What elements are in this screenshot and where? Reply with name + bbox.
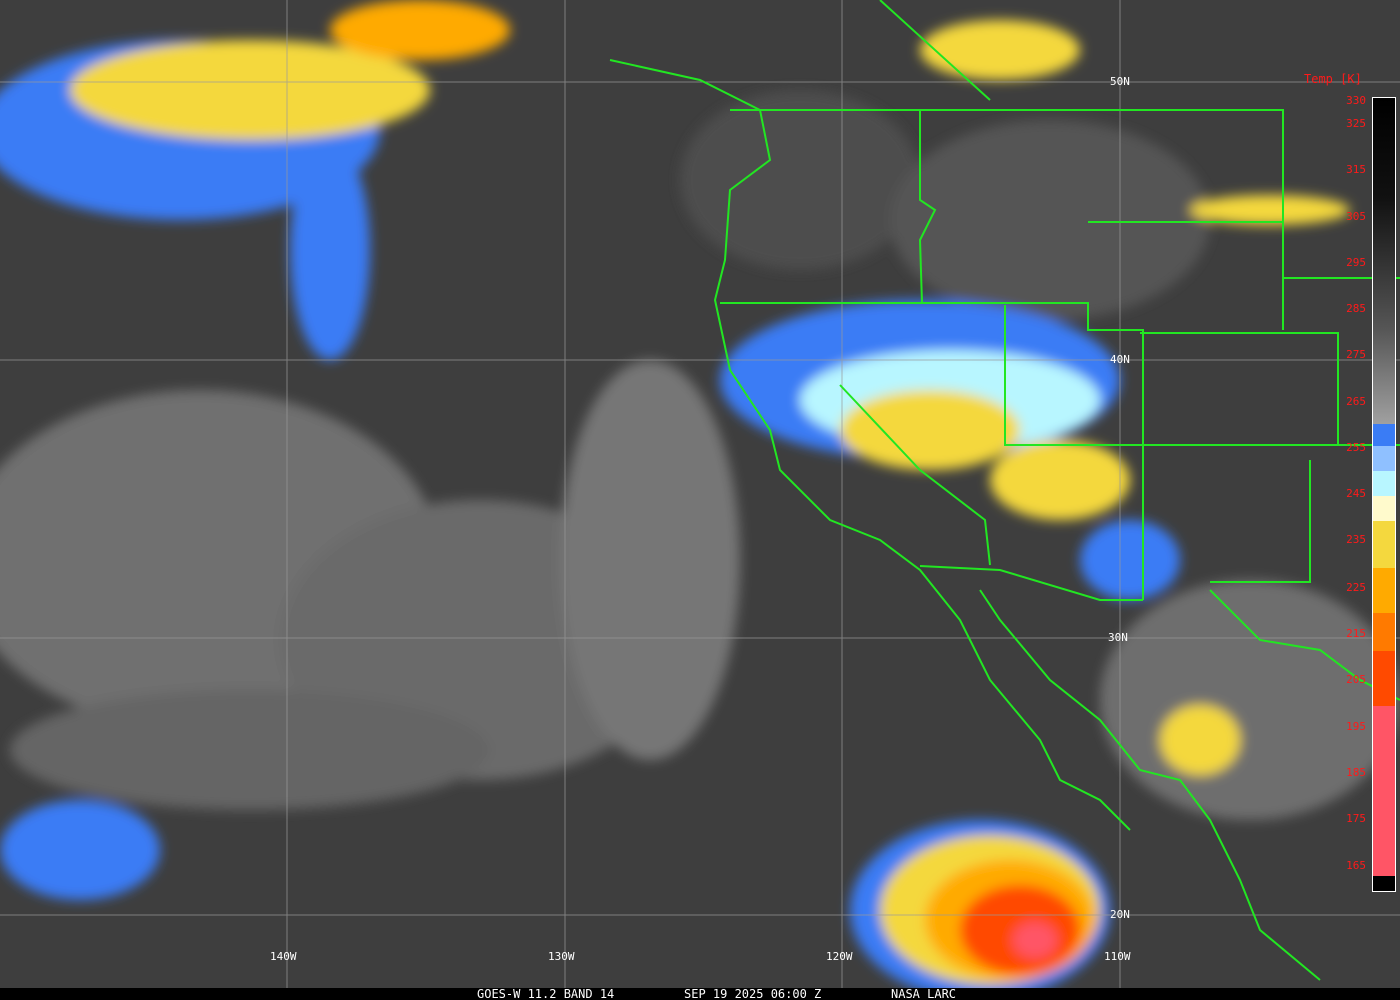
lon-label-120w: 120W [826, 950, 853, 963]
caption-source: NASA LARC [891, 987, 957, 1000]
lon-label-140w: 140W [270, 950, 297, 963]
lon-label-130w: 130W [548, 950, 575, 963]
lat-label-20n: 20N [1110, 908, 1130, 921]
lat-label-30n: 30N [1108, 631, 1128, 644]
colorbar-tick-label: 165 [1346, 859, 1366, 872]
lat-label-50n: 50N [1110, 75, 1130, 88]
colorbar-tick-label: 305 [1346, 210, 1366, 223]
colorbar-tick-label: 175 [1346, 812, 1366, 825]
colorbar-tick-label: 205 [1346, 673, 1366, 686]
temperature-colorbar [1372, 97, 1396, 892]
colorbar-title: Temp [K] [1304, 72, 1362, 86]
caption-satellite: GOES-W 11.2 BAND 14 [477, 987, 615, 1000]
colorbar-tick-label: 330 [1346, 94, 1366, 107]
colorbar-tick-label: 275 [1346, 348, 1366, 361]
lat-label-40n: 40N [1110, 353, 1130, 366]
caption-datetime: SEP 19 2025 06:00 Z [684, 987, 822, 1000]
colorbar-tick-label: 285 [1346, 302, 1366, 315]
colorbar-tick-label: 185 [1346, 766, 1366, 779]
image-caption: GOES-W 11.2 BAND 14 SEP 19 2025 06:00 Z … [0, 988, 1400, 1000]
colorbar-tick-label: 245 [1346, 487, 1366, 500]
colorbar-tick-label: 325 [1346, 117, 1366, 130]
colorbar-tick-label: 255 [1346, 441, 1366, 454]
lon-label-110w: 110W [1104, 950, 1131, 963]
colorbar-tick-label: 315 [1346, 163, 1366, 176]
colorbar-tick-label: 235 [1346, 533, 1366, 546]
colorbar-tick-label: 215 [1346, 627, 1366, 640]
coastlines-and-borders [609, 0, 1400, 981]
colorbar-tick-label: 265 [1346, 395, 1366, 408]
colorbar-tick-label: 295 [1346, 256, 1366, 269]
colorbar-tick-label: 195 [1346, 720, 1366, 733]
colorbar-tick-label: 225 [1346, 581, 1366, 594]
